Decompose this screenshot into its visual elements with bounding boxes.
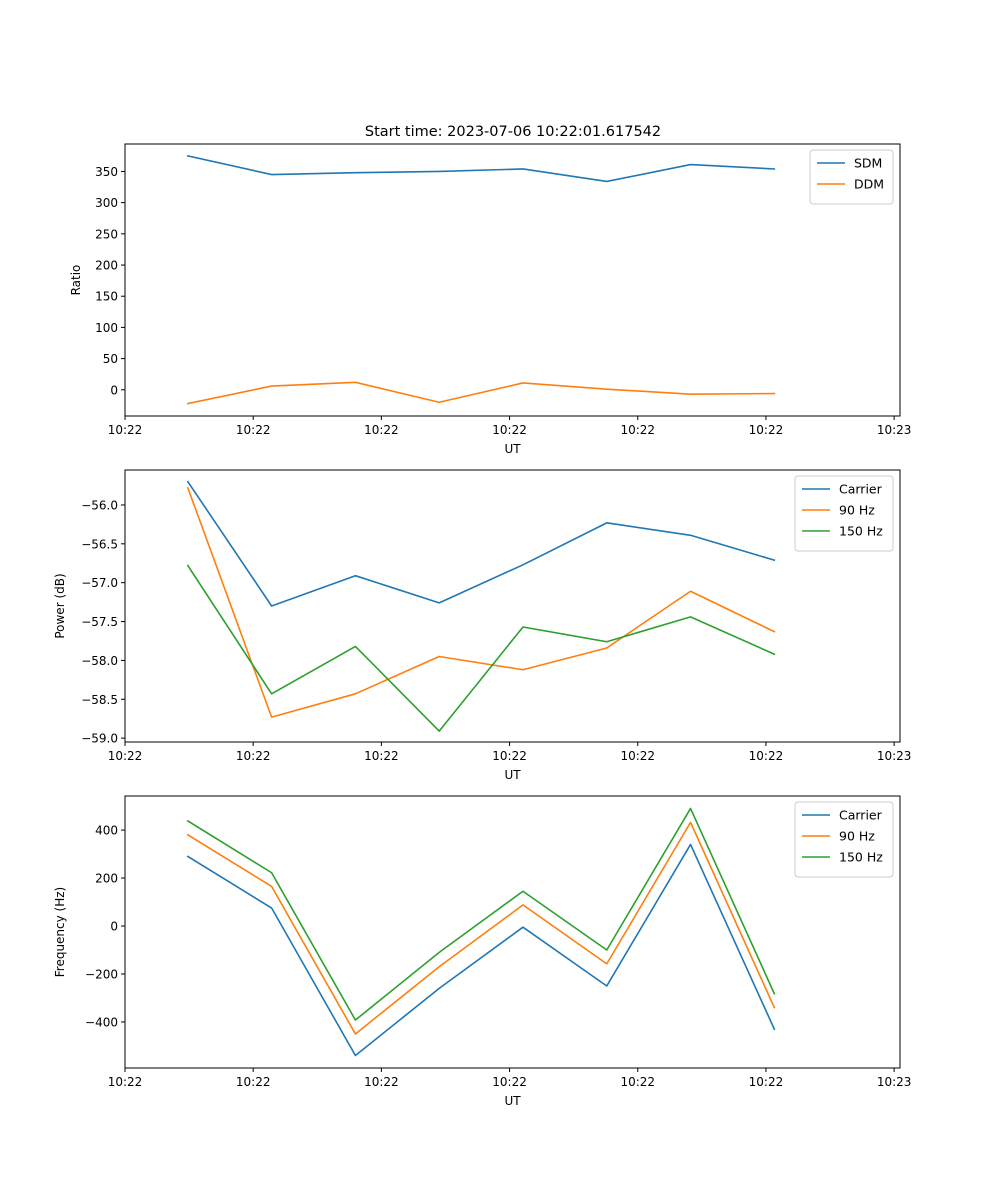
power-x-tick-label: 10:22 [620, 749, 655, 763]
chart-title: Start time: 2023-07-06 10:22:01.617542 [365, 124, 661, 140]
frequency-x-tick-label: 10:22 [364, 1075, 399, 1089]
power-legend-label-90-hz: 90 Hz [839, 503, 875, 518]
power-y-tick-label: −57.0 [81, 576, 118, 590]
frequency-y-tick-label: 400 [95, 824, 118, 838]
power-series-90-hz-line [186, 486, 776, 718]
frequency-y-tick-label: 200 [95, 872, 118, 886]
power-y-tick-label: −56.0 [81, 498, 118, 512]
ratio-x-tick-label: 10:22 [108, 423, 143, 437]
frequency-series-150-hz-line [186, 807, 776, 1021]
ratio-x-tick-label: 10:22 [492, 423, 527, 437]
power-axes-frame [124, 469, 901, 743]
ratio-legend-label-ddm: DDM [854, 177, 884, 192]
ratio-x-axis-label: UT [504, 442, 521, 456]
ratio-x-tick-label: 10:23 [877, 423, 912, 437]
ratio-y-tick-label: 100 [95, 321, 118, 335]
power-y-tick-label: −58.5 [81, 693, 118, 707]
power-legend-box [794, 475, 894, 552]
frequency-x-tick-label: 10:23 [877, 1075, 912, 1089]
ratio-axes-frame [124, 143, 901, 417]
frequency-legend: Carrier 90 Hz 150 Hz [794, 801, 894, 878]
frequency-series-carrier-line [186, 843, 776, 1057]
power-series-150-hz-line [186, 564, 776, 732]
frequency-y-tick-label: −200 [85, 967, 118, 981]
ratio-y-tick-label: 250 [95, 227, 118, 241]
frequency-y-tick-label: 0 [110, 920, 118, 934]
frequency-legend-label-90-hz: 90 Hz [839, 829, 875, 844]
ratio-x-tick-label: 10:22 [620, 423, 655, 437]
power-y-axis-label: Power (dB) [53, 573, 67, 638]
ratio-series-ddm-line [186, 381, 776, 405]
frequency-legend-label-150-hz: 150 Hz [839, 850, 883, 865]
frequency-x-tick-label: 10:22 [236, 1075, 271, 1089]
ratio-y-axis-label: Ratio [69, 265, 83, 296]
ratio-y-tick-label: 200 [95, 259, 118, 273]
ratio-y-tick-label: 50 [103, 352, 118, 366]
power-legend-label-carrier: Carrier [839, 482, 883, 497]
power-y-tick-label: −58.0 [81, 654, 118, 668]
power-series-carrier-line [186, 480, 776, 607]
power-x-axis-label: UT [504, 768, 521, 782]
frequency-y-tick-label: −400 [85, 1015, 118, 1029]
power-y-tick-label: −57.5 [81, 615, 118, 629]
ratio-x-tick-label: 10:22 [749, 423, 784, 437]
power-x-tick-label: 10:22 [236, 749, 271, 763]
ratio-legend-label-sdm: SDM [854, 156, 882, 171]
ratio-y-tick-label: 350 [95, 165, 118, 179]
power-y-tick-label: −56.5 [81, 537, 118, 551]
ratio-y-tick-label: 150 [95, 290, 118, 304]
frequency-x-tick-label: 10:22 [108, 1075, 143, 1089]
ratio-y-tick-label: 0 [110, 383, 118, 397]
power-x-tick-label: 10:22 [108, 749, 143, 763]
ratio-y-tick-label: 300 [95, 196, 118, 210]
frequency-x-tick-label: 10:22 [749, 1075, 784, 1089]
frequency-x-axis-label: UT [504, 1094, 521, 1108]
ratio-series-sdm-line [186, 154, 776, 183]
ratio-panel: 10:22 10:22 10:22 10:22 10:22 10:22 10:23 0 50 10… [69, 143, 912, 456]
power-panel: 10:22 10:22 10:22 10:22 10:22 10:22 10:23 −59.0… [53, 469, 912, 782]
frequency-legend-label-carrier: Carrier [839, 808, 883, 823]
power-x-tick-label: 10:22 [492, 749, 527, 763]
power-x-tick-label: 10:23 [877, 749, 912, 763]
frequency-panel: 10:22 10:22 10:22 10:22 10:22 10:22 10:23 −400 −… [53, 795, 912, 1108]
frequency-x-tick-label: 10:22 [492, 1075, 527, 1089]
power-x-tick-label: 10:22 [749, 749, 784, 763]
power-legend: Carrier 90 Hz 150 Hz [794, 475, 894, 552]
frequency-y-axis-label: Frequency (Hz) [53, 887, 67, 978]
ratio-legend: SDM DDM [809, 149, 894, 205]
power-legend-label-150-hz: 150 Hz [839, 524, 883, 539]
ratio-x-tick-label: 10:22 [364, 423, 399, 437]
power-y-tick-label: −59.0 [81, 732, 118, 746]
frequency-axes-frame [124, 795, 901, 1069]
frequency-legend-box [794, 801, 894, 878]
power-x-tick-label: 10:22 [364, 749, 399, 763]
frequency-series-90-hz-line [186, 821, 776, 1035]
ratio-x-tick-label: 10:22 [236, 423, 271, 437]
frequency-x-tick-label: 10:22 [620, 1075, 655, 1089]
